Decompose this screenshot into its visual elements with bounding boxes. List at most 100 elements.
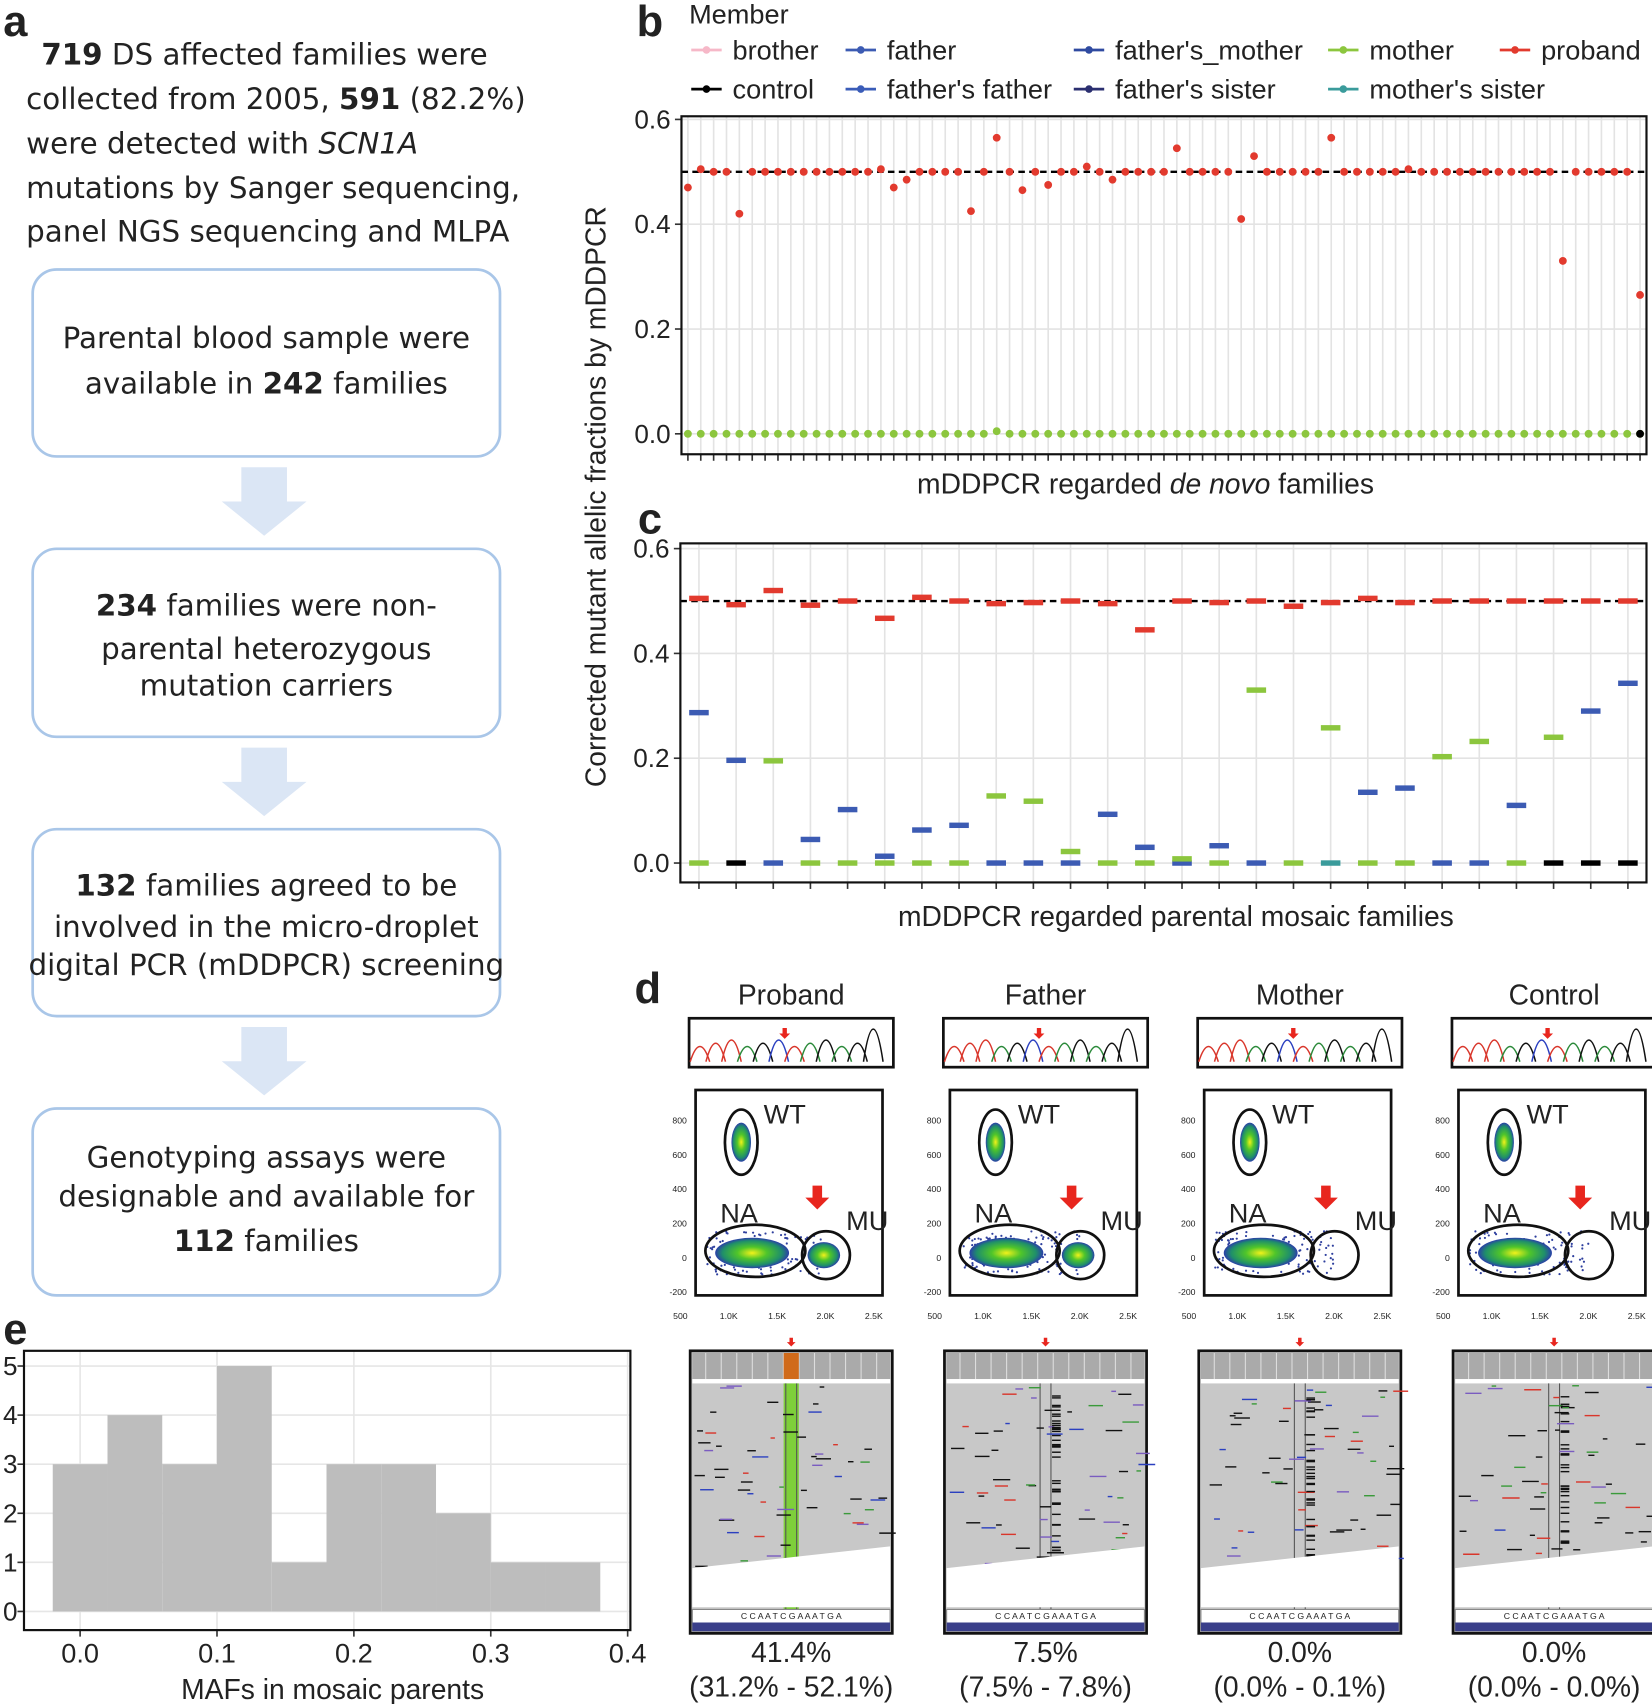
- droplet: [1580, 1265, 1583, 1268]
- flow-intro-line: collected from 2005, 591 (82.2%): [26, 82, 525, 116]
- chromatogram-peak: [943, 1045, 965, 1062]
- data-point: [1533, 429, 1542, 438]
- flow-box-line: Genotyping assays were: [87, 1140, 446, 1174]
- y-tick-label: 1: [3, 1547, 18, 1577]
- flow-box-line: designable and available for: [58, 1179, 475, 1213]
- droplet: [759, 1268, 763, 1271]
- data-point: [1404, 165, 1413, 174]
- data-point: [1365, 167, 1374, 176]
- gate-na: [1466, 1223, 1570, 1279]
- droplet: [1320, 1240, 1323, 1244]
- data-point: [902, 175, 911, 184]
- data-point: [954, 167, 963, 176]
- data-point: [726, 601, 746, 608]
- data-point: [1172, 429, 1181, 438]
- droplet-x-tick-label: 1.5K: [768, 1311, 786, 1321]
- data-point: [696, 165, 705, 174]
- legend-swatch-dot: [1339, 46, 1348, 54]
- droplet: [1283, 1236, 1286, 1239]
- droplet: [1011, 1270, 1014, 1273]
- droplet: [1221, 1259, 1224, 1262]
- sample-range: (0.0% - 0.0%): [1468, 1671, 1641, 1703]
- droplet: [781, 1266, 784, 1269]
- data-point: [1558, 256, 1567, 265]
- droplet: [1311, 1238, 1314, 1241]
- data-point: [1314, 167, 1323, 176]
- chromatogram-peak: [1101, 1042, 1123, 1062]
- cluster-wt: [1494, 1122, 1514, 1162]
- droplet: [1297, 1254, 1300, 1257]
- data-point: [1353, 429, 1361, 438]
- data-point: [967, 207, 975, 216]
- data-point: [889, 429, 898, 438]
- droplet: [1252, 1269, 1255, 1273]
- droplet: [716, 1273, 719, 1276]
- red-arrow: [805, 1185, 830, 1210]
- data-point: [864, 429, 872, 438]
- histogram-bar: [381, 1464, 437, 1612]
- droplet: [1331, 1258, 1334, 1261]
- sample-maf: 0.0%: [1268, 1636, 1332, 1668]
- droplet: [1055, 1236, 1058, 1239]
- data-point: [874, 853, 895, 859]
- data-point: [786, 429, 795, 438]
- droplet: [1514, 1270, 1517, 1274]
- igv-mut-column: [783, 1383, 799, 1610]
- data-point: [1623, 429, 1632, 438]
- droplet-y-tick-label: 200: [927, 1218, 942, 1228]
- droplet: [1496, 1269, 1499, 1272]
- data-point: [1097, 811, 1118, 818]
- igv-seq-bar: [1200, 1622, 1399, 1632]
- data-point: [1365, 429, 1374, 438]
- data-point: [1580, 860, 1601, 866]
- data-point: [1031, 429, 1040, 438]
- text-segment: 242: [263, 367, 324, 401]
- chromatogram-peak: [1546, 1045, 1568, 1062]
- igv-separator: [1200, 1379, 1399, 1384]
- legend-label: father's sister: [1115, 74, 1276, 105]
- cluster-label: MU: [1355, 1205, 1397, 1236]
- data-point: [1288, 429, 1297, 438]
- chromatogram-peak: [846, 1042, 869, 1062]
- data-point: [1283, 860, 1304, 866]
- data-point: [1623, 167, 1632, 176]
- data-point: [1005, 429, 1014, 438]
- droplet: [719, 1240, 722, 1243]
- gate-wt: [1486, 1108, 1522, 1177]
- droplet: [1301, 1243, 1304, 1246]
- chromatogram-peak: [1245, 1045, 1267, 1062]
- data-point: [689, 860, 709, 866]
- igv-ref-strip: [1455, 1352, 1652, 1380]
- chromatogram-peak: [689, 1045, 711, 1062]
- droplet: [1487, 1234, 1490, 1237]
- droplet: [1323, 1260, 1326, 1263]
- gate-na: [1212, 1223, 1316, 1279]
- droplet: [1301, 1272, 1305, 1275]
- droplet: [1324, 1253, 1327, 1256]
- data-point: [1618, 860, 1638, 866]
- data-point: [726, 757, 746, 764]
- droplet: [969, 1256, 972, 1259]
- igv-coverage-gap: [946, 1546, 1145, 1608]
- data-point: [851, 167, 860, 176]
- droplet: [1306, 1270, 1309, 1273]
- data-point: [1147, 167, 1156, 176]
- data-point: [1558, 429, 1567, 438]
- data-point: [1134, 167, 1143, 176]
- data-point: [1209, 843, 1229, 849]
- flow-arrow: [221, 467, 307, 536]
- data-point: [1597, 167, 1606, 176]
- droplet: [1568, 1233, 1571, 1236]
- igv-ref-strip: [946, 1352, 1145, 1380]
- legend-swatch-dot: [702, 46, 711, 54]
- droplet: [794, 1258, 797, 1261]
- data-point: [979, 167, 988, 176]
- droplet-y-tick-label: 800: [672, 1115, 687, 1125]
- droplet: [1076, 1237, 1079, 1241]
- gate-na: [958, 1223, 1062, 1279]
- red-arrow: [779, 1028, 791, 1039]
- chromatogram-peak: [1006, 1042, 1028, 1062]
- droplet-y-tick-label: 400: [927, 1184, 942, 1194]
- droplet-y-tick-label: 600: [927, 1150, 942, 1160]
- chromatogram-peak: [799, 1042, 821, 1062]
